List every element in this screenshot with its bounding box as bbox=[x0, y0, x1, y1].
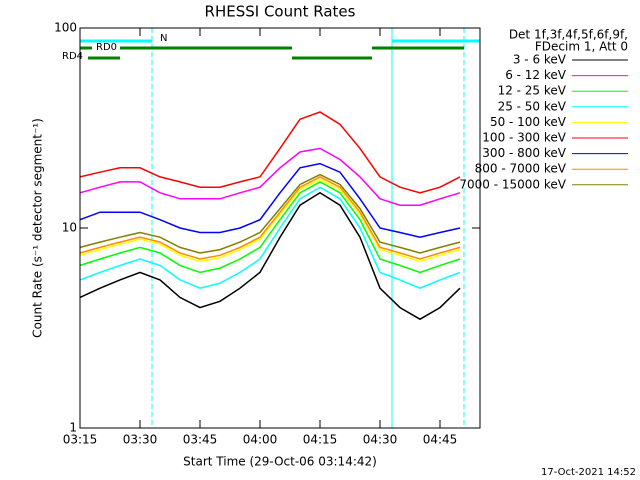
series-line bbox=[79, 173, 461, 254]
legend-title: FDecim 1, Att 0 bbox=[535, 40, 628, 54]
legend-label: 6 - 12 keV bbox=[505, 68, 567, 82]
y-tick-label: 10 bbox=[62, 221, 77, 235]
y-tick-label: 1 bbox=[69, 421, 77, 435]
x-tick-label: 04:00 bbox=[243, 433, 278, 447]
x-tick-label: 04:30 bbox=[363, 433, 398, 447]
y-tick-label: 100 bbox=[54, 21, 77, 35]
legend-label: 12 - 25 keV bbox=[498, 84, 567, 98]
footer: 17-Oct-2021 14:52 bbox=[541, 467, 636, 478]
series-line bbox=[79, 191, 461, 321]
series-line bbox=[79, 176, 461, 260]
y-axis-label: Count Rate (s⁻¹ detector segment⁻¹) bbox=[31, 118, 45, 338]
series-line bbox=[79, 181, 461, 274]
flag-label: RD4 bbox=[62, 51, 83, 62]
series-line bbox=[79, 186, 461, 290]
chart-title: RHESSI Count Rates bbox=[205, 3, 356, 21]
legend-label: 25 - 50 keV bbox=[498, 99, 567, 113]
x-tick-label: 04:45 bbox=[423, 433, 458, 447]
flag-label: N bbox=[160, 33, 167, 44]
series-line bbox=[79, 111, 461, 194]
legend-label: 7000 - 15000 keV bbox=[459, 177, 566, 191]
x-tick-label: 03:30 bbox=[123, 433, 158, 447]
x-tick-label: 03:45 bbox=[183, 433, 218, 447]
series-line bbox=[79, 147, 461, 206]
series-line bbox=[79, 162, 461, 238]
flag-label: RD0 bbox=[96, 42, 117, 53]
x-axis-label: Start Time (29-Oct-06 03:14:42) bbox=[183, 455, 377, 469]
x-tick-label: 04:15 bbox=[303, 433, 338, 447]
legend-label: 50 - 100 keV bbox=[490, 115, 567, 129]
legend-label: 100 - 300 keV bbox=[482, 131, 566, 145]
legend-label: 300 - 800 keV bbox=[482, 146, 566, 160]
x-tick-label: 03:15 bbox=[63, 433, 98, 447]
series-line bbox=[79, 178, 461, 263]
legend-title: Det 1f,3f,4f,5f,6f,9f, bbox=[509, 28, 628, 42]
legend-label: 800 - 7000 keV bbox=[475, 162, 567, 176]
legend-label: 3 - 6 keV bbox=[513, 53, 567, 67]
